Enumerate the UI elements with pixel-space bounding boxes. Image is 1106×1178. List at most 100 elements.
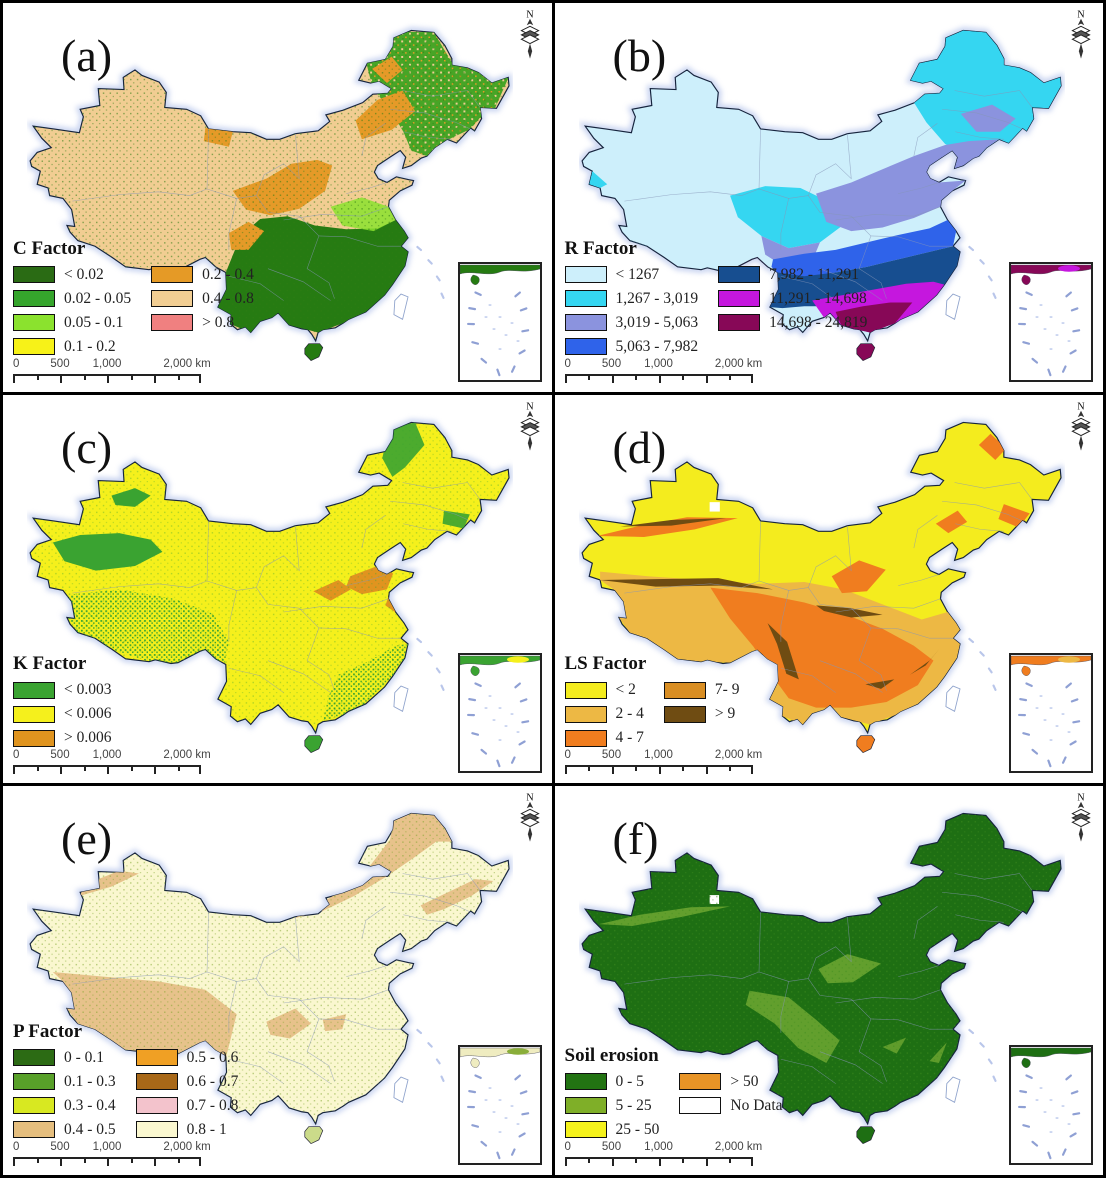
north-arrow-icon: N <box>1068 8 1094 64</box>
legend-swatch <box>13 338 55 356</box>
scale-tick <box>705 373 708 383</box>
panel-label: (c) <box>61 421 113 473</box>
south-china-sea-inset <box>1009 1044 1093 1165</box>
legend-label: 11,291 - 14,698 <box>769 289 867 307</box>
scale-tick <box>588 1156 590 1163</box>
scale-tick <box>177 373 180 380</box>
svg-text:N: N <box>1077 793 1085 804</box>
legend-title: P Factor <box>13 1020 83 1042</box>
north-arrow-icon: N <box>1068 400 1094 456</box>
legend-label: 0 - 5 <box>615 1072 644 1090</box>
legend-item: 0.2 - 0.4 <box>151 266 254 284</box>
legend-item: 25 - 50 <box>564 1120 660 1139</box>
china-map-k-factor <box>27 418 513 753</box>
panel-label: (b) <box>612 30 667 81</box>
legend-label: 14,698 - 24,819 <box>769 313 868 331</box>
scale-label: 2,000 km <box>714 1140 763 1153</box>
legend-item: 0.8 - 1 <box>135 1120 239 1139</box>
legend-item: 5,063 - 7,982 <box>564 338 698 356</box>
scale-tick <box>682 765 684 772</box>
legend-label: 2 - 4 <box>615 705 644 723</box>
legend-title: Soil erosion <box>564 1044 659 1066</box>
legend-swatch <box>151 266 194 284</box>
legend-label: 0.2 - 0.4 <box>202 265 254 283</box>
legend-swatch <box>564 729 607 747</box>
legend-label: > 0.006 <box>64 729 112 747</box>
legend-item: 3,019 - 5,063 <box>564 314 698 332</box>
scale-label: 0 <box>13 1140 20 1153</box>
china-map-p-factor <box>27 810 513 1145</box>
scale-tick <box>36 765 39 772</box>
scale-tick <box>154 1156 156 1166</box>
south-china-sea-inset <box>1009 653 1093 774</box>
north-arrow-icon: N <box>517 8 543 64</box>
legend-items: 0 - 0.1 0.1 - 0.3 0.3 - 0.4 0.4 - 0.5 0.5 - … <box>13 1049 238 1139</box>
legend-item: < 2 <box>564 681 644 699</box>
legend-swatch <box>564 705 607 723</box>
legend-item: < 0.003 <box>13 681 112 699</box>
scale-tick <box>36 1156 39 1163</box>
legend-swatch <box>564 314 607 332</box>
scale-tick <box>83 373 86 380</box>
legend-label: No Data <box>730 1096 783 1114</box>
legend-label: 0.4 - 0.5 <box>64 1120 116 1138</box>
scale-tick <box>177 1156 180 1163</box>
legend-item: 7- 9 <box>663 681 739 699</box>
north-arrow-icon: N <box>517 791 543 847</box>
legend-item: 0.02 - 0.05 <box>13 290 131 308</box>
legend-label: 5 - 25 <box>615 1096 652 1114</box>
legend-k-factor: K Factor < 0.003 < 0.006 > 0.006 <box>13 653 112 747</box>
legend-items: < 0.003 < 0.006 > 0.006 <box>13 681 112 747</box>
panel-d: (d) N LS Factor < 2 2 - 4 4 - 7 7- 9 > 9 0 5… <box>554 394 1103 784</box>
legend-item: 7,982 - 11,291 <box>718 266 867 284</box>
legend-label: 0.8 - 1 <box>186 1120 227 1138</box>
legend-label: 0.1 - 0.3 <box>64 1072 116 1090</box>
scale-bar: 0 500 1,000 2,000 km <box>564 749 762 779</box>
scale-bar: 0 500 1,000 2,000 km <box>564 1140 762 1171</box>
legend-item: 11,291 - 14,698 <box>718 290 867 308</box>
legend-swatch <box>13 314 55 332</box>
scale-tick <box>199 765 201 775</box>
scale-label: 1,000 <box>92 749 122 762</box>
scale-tick <box>729 1156 731 1163</box>
scale-tick <box>658 1156 661 1166</box>
scale-label: 1,000 <box>92 357 122 370</box>
legend-label: 0.05 - 0.1 <box>64 313 124 331</box>
legend-soil-erosion: Soil erosion 0 - 5 5 - 25 25 - 50 > 50 No Da… <box>564 1044 783 1139</box>
scale-tick <box>658 765 661 775</box>
scale-label: 500 <box>50 749 70 762</box>
legend-title: C Factor <box>13 237 86 259</box>
legend-ls-factor: LS Factor < 2 2 - 4 4 - 7 7- 9 > 9 <box>564 653 739 747</box>
legend-item: > 50 <box>679 1073 782 1091</box>
scale-tick <box>705 1156 708 1166</box>
legend-swatch <box>718 266 761 284</box>
scale-tick <box>60 373 62 383</box>
panel-a: (a) N C Factor < 0.02 0.02 - 0.05 0.05 - 0… <box>3 3 552 392</box>
legend-swatch <box>718 290 761 308</box>
scale-bar: 0 500 1,000 2,000 km <box>13 749 211 779</box>
scale-tick <box>60 1156 62 1166</box>
scale-tick <box>107 765 109 775</box>
legend-swatch <box>564 1073 607 1091</box>
scale-label: 0 <box>564 357 571 370</box>
legend-items: < 0.02 0.02 - 0.05 0.05 - 0.1 0.1 - 0.2 0.2 … <box>13 266 254 356</box>
scale-label: 500 <box>601 1140 622 1153</box>
legend-label: < 2 <box>615 681 636 699</box>
legend-item: 0.4 - 0.8 <box>151 290 254 308</box>
scale-bar: 0 500 1,000 2,000 km <box>564 357 762 388</box>
scale-tick <box>564 373 567 383</box>
legend-swatch <box>13 729 55 747</box>
legend-item: 0.7 - 0.8 <box>135 1097 238 1115</box>
north-arrow-icon: N <box>517 400 543 456</box>
scale-tick <box>611 765 614 775</box>
legend-swatch <box>13 1121 55 1139</box>
legend-title: LS Factor <box>564 653 647 675</box>
legend-swatch <box>663 681 706 699</box>
north-arrow-icon: N <box>1068 791 1094 847</box>
legend-item: 1,267 - 3,019 <box>564 290 698 308</box>
legend-swatch <box>564 266 607 284</box>
legend-items: 0 - 5 5 - 25 25 - 50 > 50 No Data <box>564 1072 783 1139</box>
legend-item: 4 - 7 <box>564 729 644 747</box>
legend-item: 0 - 5 <box>564 1072 660 1091</box>
legend-label: 25 - 50 <box>615 1120 660 1138</box>
